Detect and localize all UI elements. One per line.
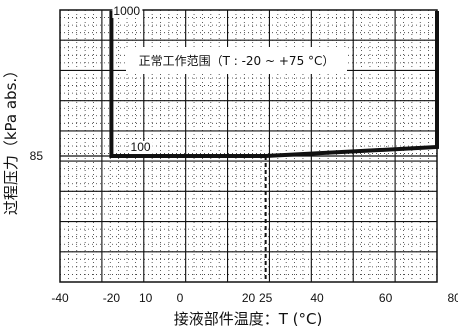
y-tick-labels: 85 <box>30 149 44 163</box>
x-tick-label: 10 <box>139 291 153 305</box>
x-tick-label: 60 <box>379 291 393 305</box>
x-tick-label: 20 <box>242 291 256 305</box>
x-tick-label: 40 <box>310 291 324 305</box>
point-label: 1000 <box>113 4 140 18</box>
x-tick-label: 25 <box>259 291 273 305</box>
x-tick-label: 80 <box>447 291 458 305</box>
y-tick-label: 85 <box>30 149 44 163</box>
x-tick-label: -20 <box>103 291 121 305</box>
x-tick-label: 0 <box>177 291 184 305</box>
x-axis-title: 接液部件温度：T (°C) <box>174 310 323 328</box>
operating-range-annotation: 正常工作范围（T : -20 ~ +75 °C） <box>139 54 335 68</box>
x-tick-label: -40 <box>51 291 69 305</box>
y-axis-title: 过程压力（kPa abs.） <box>2 63 20 215</box>
point-label: 100 <box>131 140 151 154</box>
